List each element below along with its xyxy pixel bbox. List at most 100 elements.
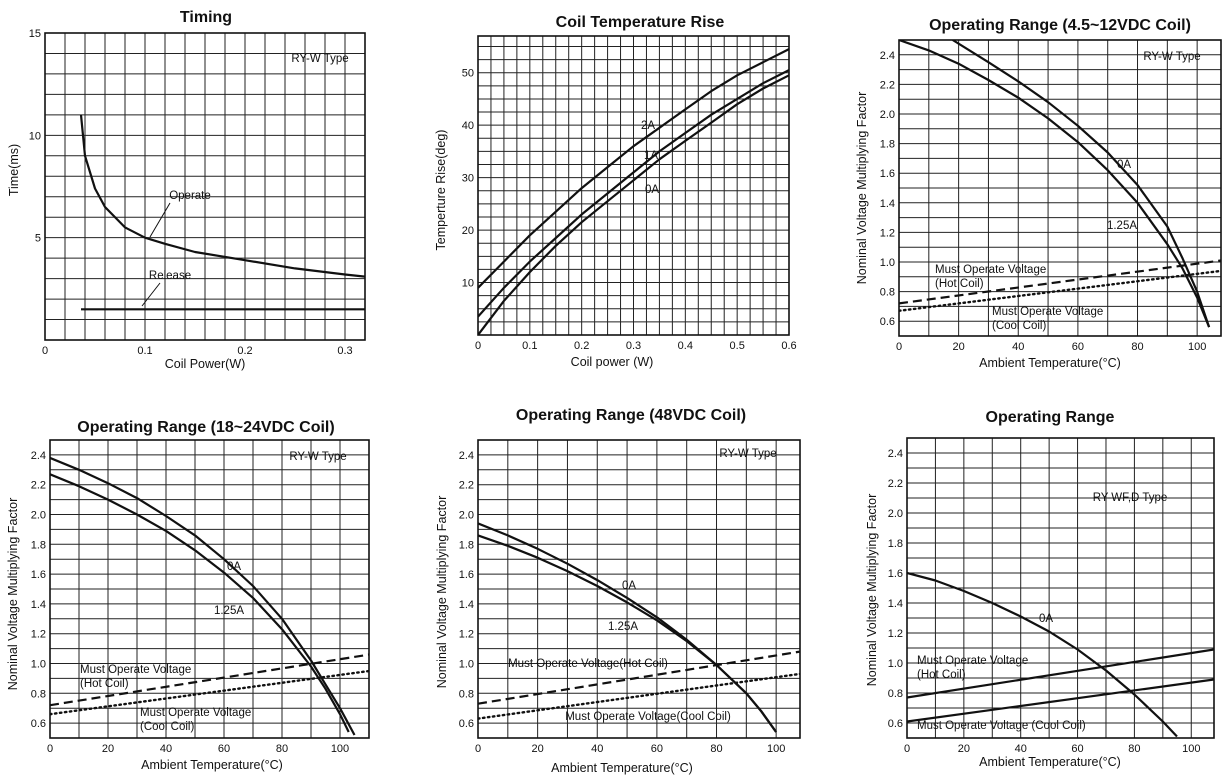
chart-operating-range-18-24vdc: Operating Range (18~24VDC Coil) 0 20 40 60 8… bbox=[6, 419, 370, 772]
y-tick-label: 0.8 bbox=[888, 688, 903, 700]
cool-coil-label-2: (Cool Coil) bbox=[140, 721, 194, 733]
plot-frame bbox=[477, 35, 790, 336]
x-tick-label: 100 bbox=[1182, 743, 1200, 755]
y-tick-label: 2.4 bbox=[888, 448, 903, 460]
y-tick-label: 1.0 bbox=[880, 257, 895, 269]
x-axis-label: Ambient Temperature(°C) bbox=[141, 758, 283, 772]
series-label-release: Release bbox=[149, 270, 191, 282]
grid bbox=[899, 40, 1221, 336]
plot-area: 0 20 40 60 80 100 0.6 0.8 1.0 1.2 1.4 1.6 1.8 2.0 2.2 2… bbox=[31, 439, 370, 755]
series-line-must-operate-voltage-hot-coil bbox=[899, 259, 1221, 305]
y-tick-label: 1.4 bbox=[459, 599, 474, 611]
series-line-must-operate-voltage-cool-coil bbox=[478, 672, 800, 720]
y-tick-label: 1.6 bbox=[459, 569, 474, 581]
x-axis-label: Coil power (W) bbox=[571, 355, 654, 369]
cool-coil-label-2: (Cool Coil) bbox=[992, 320, 1046, 332]
y-axis-label: Temperture Rise(deg) bbox=[434, 130, 448, 251]
y-tick-label: 50 bbox=[462, 68, 474, 80]
x-tick-label: 100 bbox=[1188, 341, 1206, 353]
plot-area: 0 0.1 0.2 0.3 5 10 15 bbox=[29, 28, 366, 357]
grid bbox=[907, 438, 1214, 738]
x-axis-label: Ambient Temperature(°C) bbox=[979, 356, 1121, 370]
y-tick-label: 2.0 bbox=[880, 109, 895, 121]
chart-title: Operating Range (18~24VDC Coil) bbox=[77, 419, 334, 436]
y-tick-label: 1.8 bbox=[31, 539, 46, 551]
series-label-1-25a: 1.25A bbox=[1107, 220, 1137, 232]
y-tick-label: 1.8 bbox=[888, 538, 903, 550]
chart-operating-range-48vdc: Operating Range (48VDC Coil) 0 20 40 60 80 10… bbox=[435, 407, 801, 775]
x-axis-label: Ambient Temperature(°C) bbox=[979, 755, 1121, 769]
x-tick-label: 100 bbox=[331, 743, 349, 755]
grid bbox=[45, 33, 365, 340]
chart-title: Coil Temperature Rise bbox=[556, 14, 725, 31]
y-tick-label: 0.6 bbox=[459, 718, 474, 730]
x-tick-label: 0.3 bbox=[337, 345, 352, 357]
chart-temperature-rise: Coil Temperature Rise 0 0.1 0.2 0.3 0.4 0.5 0.… bbox=[434, 14, 797, 369]
y-tick-label: 0.6 bbox=[888, 718, 903, 730]
plot-frame bbox=[898, 39, 1222, 337]
y-tick-label: 2.2 bbox=[31, 480, 46, 492]
plot-area: 0 0.1 0.2 0.3 0.4 0.5 0.6 10 20 30 40 50 bbox=[462, 35, 797, 352]
type-label: RY-W Type bbox=[1143, 51, 1200, 63]
y-tick-label: 10 bbox=[29, 130, 41, 142]
y-tick-label: 2.0 bbox=[459, 510, 474, 522]
hot-coil-label: Must Operate Voltage bbox=[917, 655, 1028, 667]
x-tick-label: 80 bbox=[1128, 743, 1140, 755]
series-line-1-25a bbox=[899, 40, 1211, 328]
release-leader bbox=[141, 282, 161, 307]
y-tick-label: 1.6 bbox=[880, 168, 895, 180]
series-line-must-operate-voltage-cool-coil bbox=[907, 678, 1214, 723]
y-tick-label: 1.6 bbox=[888, 568, 903, 580]
series-label-1-25a: 1.25A bbox=[608, 621, 638, 633]
series-line-must-operate-voltage-cool-coil bbox=[50, 669, 369, 716]
x-tick-label: 0 bbox=[475, 340, 481, 352]
x-tick-label: 0.1 bbox=[522, 340, 537, 352]
y-tick-label: 1.0 bbox=[459, 659, 474, 671]
y-axis-label: Nominal Voltage Multiplying Factor bbox=[6, 498, 20, 690]
operate-leader bbox=[149, 202, 171, 238]
series-line-1a bbox=[478, 69, 789, 318]
y-tick-label: 1.4 bbox=[31, 599, 46, 611]
y-tick-label: 2.0 bbox=[888, 508, 903, 520]
y-axis-label: Time(ms) bbox=[7, 144, 21, 196]
y-tick-label: 20 bbox=[462, 225, 474, 237]
y-tick-label: 2.4 bbox=[880, 50, 895, 62]
grid bbox=[478, 36, 789, 335]
series-label-0a: 0A bbox=[622, 580, 636, 592]
y-tick-label: 1.6 bbox=[31, 569, 46, 581]
series-line-0a bbox=[50, 456, 356, 736]
hot-coil-label: Must Operate Voltage(Hot Coil) bbox=[508, 658, 668, 670]
y-tick-label: 30 bbox=[462, 173, 474, 185]
x-tick-label: 60 bbox=[218, 743, 230, 755]
y-axis-label: Nominal Voltage Multiplying Factor bbox=[855, 92, 869, 284]
y-tick-label: 2.4 bbox=[31, 450, 46, 462]
y-tick-label: 1.0 bbox=[888, 658, 903, 670]
y-tick-label: 40 bbox=[462, 120, 474, 132]
y-tick-label: 1.2 bbox=[459, 629, 474, 641]
cool-coil-label: Must Operate Voltage (Cool Coil) bbox=[917, 720, 1086, 732]
y-tick-label: 1.4 bbox=[888, 598, 903, 610]
x-tick-label: 40 bbox=[1012, 341, 1024, 353]
type-label: RY-W Type bbox=[291, 53, 348, 65]
x-tick-label: 0.3 bbox=[626, 340, 641, 352]
plot-frame bbox=[477, 439, 801, 739]
x-tick-label: 40 bbox=[591, 743, 603, 755]
series-label-1-25a: 1.25A bbox=[214, 605, 244, 617]
chart-title: Operating Range (48VDC Coil) bbox=[516, 407, 746, 424]
y-axis-label: Nominal Voltage Multiplying Factor bbox=[865, 494, 879, 686]
x-tick-label: 20 bbox=[532, 743, 544, 755]
series-line-0a bbox=[907, 571, 1178, 738]
x-tick-label: 80 bbox=[1131, 341, 1143, 353]
series-line-must-operate-voltage-hot-coil bbox=[50, 653, 369, 707]
y-tick-label: 5 bbox=[35, 233, 41, 245]
x-tick-label: 20 bbox=[953, 341, 965, 353]
x-tick-label: 0 bbox=[896, 341, 902, 353]
y-tick-label: 0.6 bbox=[880, 316, 895, 328]
cool-coil-label: Must Operate Voltage bbox=[992, 306, 1103, 318]
x-tick-label: 0 bbox=[475, 743, 481, 755]
series-line-must-operate-voltage-hot-coil bbox=[478, 650, 800, 705]
chart-operating-range-ry-wf-d: Operating Range 0 20 40 60 80 100 0.6 0.8 1.0 1.2… bbox=[865, 409, 1215, 769]
y-axis-label: Nominal Voltage Multiplying Factor bbox=[435, 496, 449, 688]
hot-coil-label: Must Operate Voltage bbox=[935, 264, 1046, 276]
y-tick-label: 1.2 bbox=[31, 629, 46, 641]
